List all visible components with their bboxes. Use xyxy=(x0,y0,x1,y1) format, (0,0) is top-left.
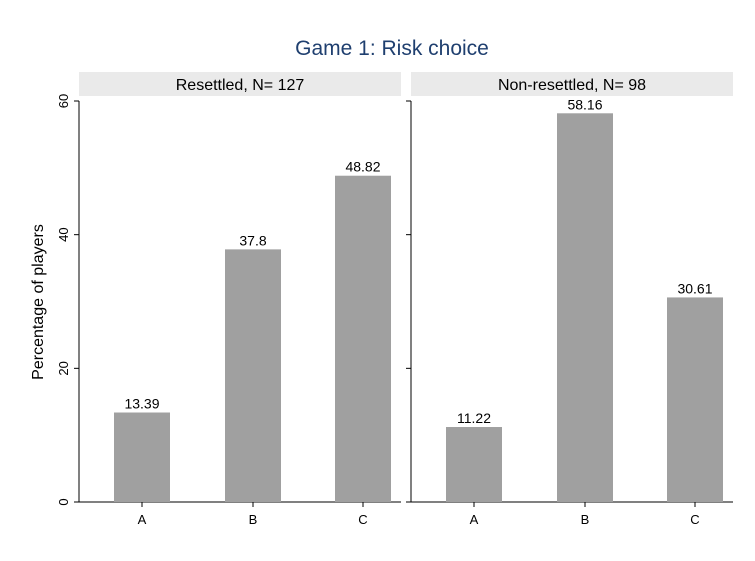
chart-title: Game 1: Risk choice xyxy=(295,37,489,60)
x-tick-label: C xyxy=(358,512,367,527)
bar-value-label: 58.16 xyxy=(567,96,602,112)
bar-value-label: 37.8 xyxy=(239,232,266,248)
y-tick-label: 0 xyxy=(56,498,71,505)
x-tick-label: B xyxy=(581,512,590,527)
bar xyxy=(114,412,170,502)
bar-value-label: 48.82 xyxy=(345,159,380,175)
bar-value-label: 30.61 xyxy=(677,280,712,296)
panel-header xyxy=(79,72,401,96)
bar xyxy=(667,297,723,502)
panel-2: Non-resettled, N= 98 11.22 A 58.16 B 30.61 C xyxy=(406,72,733,527)
chart-panels: Resettled, N= 127 0 20 40 60 13.39 A 37.8 B 48.82… xyxy=(56,72,733,527)
y-tick-label: 60 xyxy=(56,94,71,108)
bar xyxy=(557,113,613,502)
bar xyxy=(335,175,391,502)
bar xyxy=(225,249,281,502)
panel-1: Resettled, N= 127 0 20 40 60 13.39 A 37.8 B 48.82… xyxy=(56,72,401,527)
y-tick-label: 40 xyxy=(56,227,71,241)
x-tick-label: A xyxy=(138,512,147,527)
bar-value-label: 11.22 xyxy=(457,410,491,426)
panel-title: Non-resettled, N= 98 xyxy=(498,77,646,94)
x-tick-label: B xyxy=(249,512,258,527)
panel-header xyxy=(411,72,733,96)
bar xyxy=(446,427,502,502)
x-tick-label: A xyxy=(470,512,479,527)
x-tick-label: C xyxy=(690,512,699,527)
bar-value-label: 13.39 xyxy=(124,396,159,412)
y-tick-label: 20 xyxy=(56,361,71,375)
y-axis-title: Percentage of players xyxy=(30,224,47,380)
panel-title: Resettled, N= 127 xyxy=(176,77,305,94)
